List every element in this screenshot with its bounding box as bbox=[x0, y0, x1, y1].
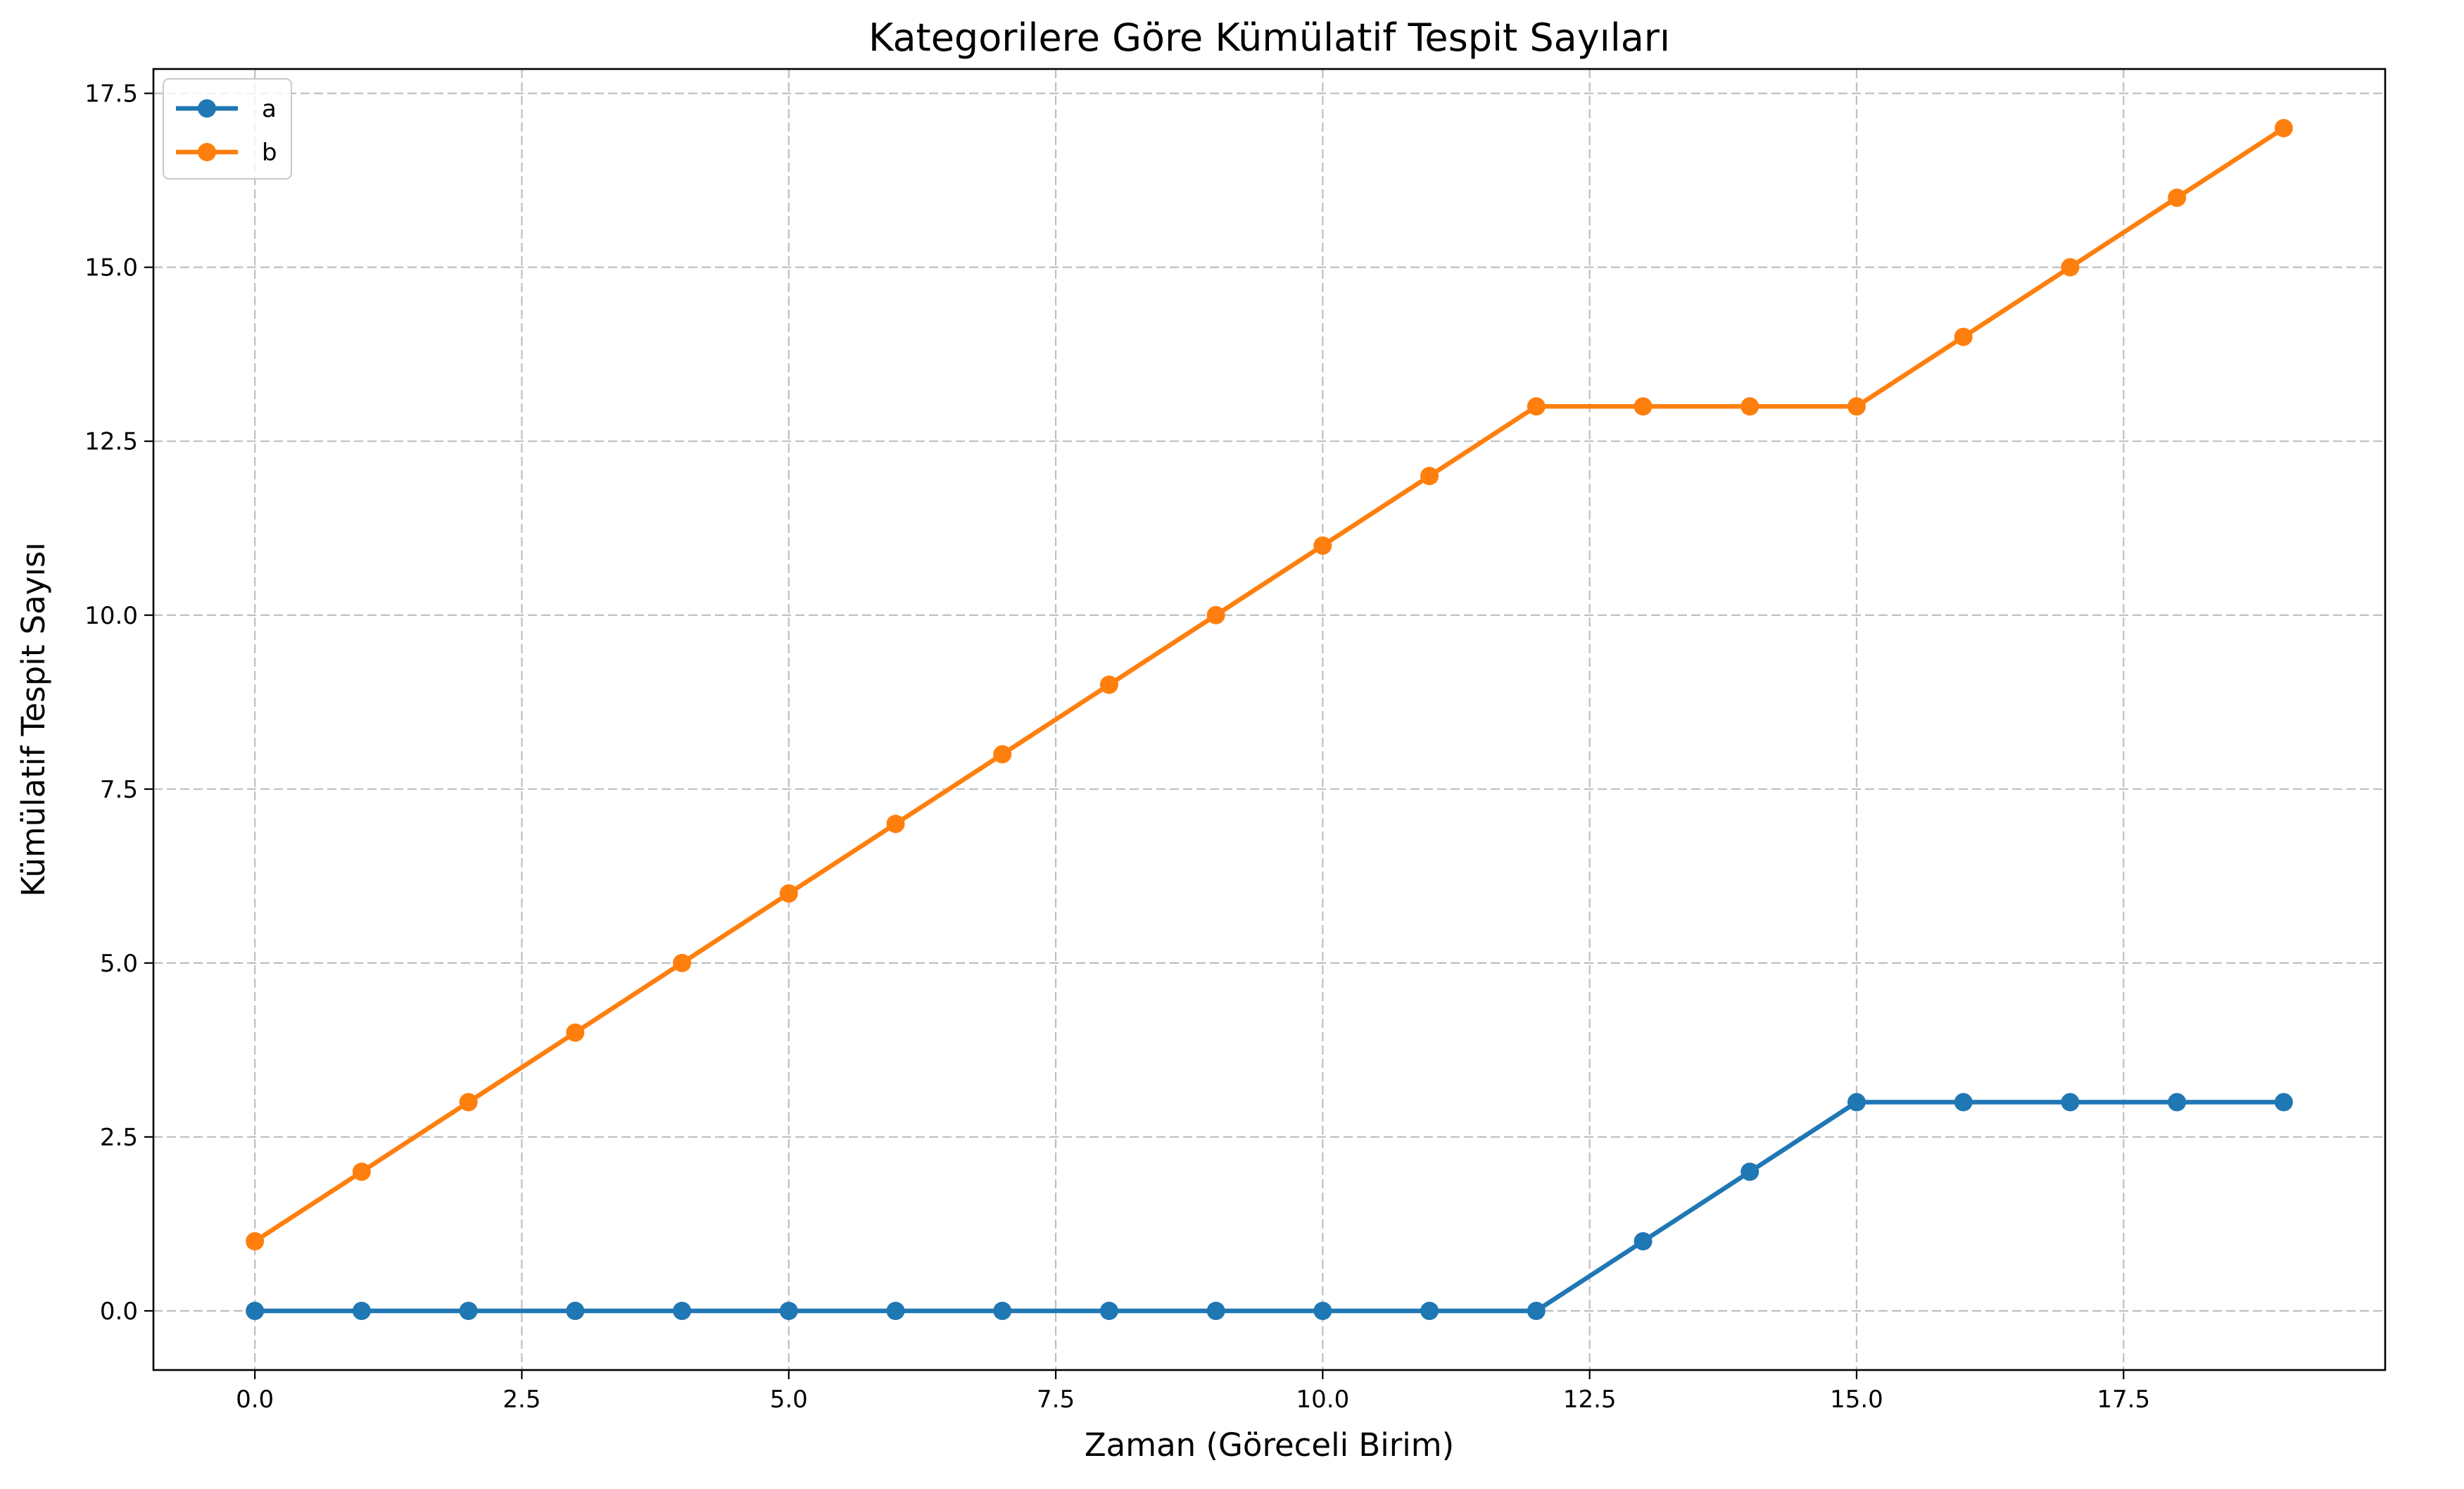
legend-item-a: a bbox=[176, 95, 277, 123]
x-tick-label-6: 15.0 bbox=[1830, 1386, 1883, 1414]
series-a-point-19 bbox=[2274, 1093, 2293, 1112]
series-a-point-13 bbox=[1634, 1232, 1653, 1251]
series-b-point-6 bbox=[886, 815, 905, 834]
legend-swatch-marker bbox=[198, 99, 216, 118]
series-b-point-14 bbox=[1740, 397, 1759, 416]
series-a-point-4 bbox=[673, 1302, 692, 1320]
y-tick-label-0: 0.0 bbox=[100, 1298, 138, 1326]
series-a-point-5 bbox=[779, 1302, 798, 1320]
series-a-point-11 bbox=[1420, 1302, 1439, 1320]
series-a-point-17 bbox=[2061, 1093, 2080, 1112]
y-tick-label-6: 15.0 bbox=[84, 254, 138, 282]
chart-title: Kategorilere Göre Kümülatif Tespit Sayıl… bbox=[868, 15, 1670, 60]
series-a-point-15 bbox=[1847, 1093, 1866, 1112]
x-axis-label: Zaman (Göreceli Birim) bbox=[1085, 1426, 1454, 1464]
series-b-point-13 bbox=[1634, 397, 1653, 416]
x-tick-label-5: 12.5 bbox=[1563, 1386, 1617, 1414]
legend-item-b: b bbox=[176, 139, 277, 167]
y-tick-label-7: 17.5 bbox=[84, 80, 138, 108]
x-tick-label-2: 5.0 bbox=[770, 1386, 808, 1414]
series-b-point-11 bbox=[1420, 467, 1439, 486]
y-tick-label-2: 5.0 bbox=[100, 950, 138, 978]
series-b-point-4 bbox=[673, 953, 692, 972]
series-a-point-8 bbox=[1099, 1302, 1118, 1320]
legend: ab bbox=[162, 77, 293, 180]
series-a-line bbox=[252, 1100, 2287, 1314]
y-tick-label-4: 10.0 bbox=[84, 602, 138, 630]
plot-area-frame bbox=[152, 68, 2387, 1371]
series-b-point-19 bbox=[2274, 119, 2293, 137]
series-a-point-6 bbox=[886, 1302, 905, 1320]
legend-label: b bbox=[262, 139, 277, 167]
series-b-point-17 bbox=[2061, 258, 2080, 277]
y-tick-label-1: 2.5 bbox=[100, 1124, 138, 1152]
series-b-point-8 bbox=[1099, 675, 1118, 694]
series-a-point-10 bbox=[1313, 1302, 1332, 1320]
series-b-point-9 bbox=[1206, 605, 1225, 624]
series-b-point-5 bbox=[779, 884, 798, 903]
series-b-point-2 bbox=[459, 1093, 478, 1112]
series-a-point-0 bbox=[246, 1302, 265, 1320]
x-tick-label-1: 2.5 bbox=[503, 1386, 541, 1414]
series-b-point-7 bbox=[993, 745, 1012, 764]
y-axis-label: Kümülatif Tespit Sayısı bbox=[15, 542, 52, 897]
y-tick-label-5: 12.5 bbox=[84, 428, 138, 456]
series-a-point-9 bbox=[1206, 1302, 1225, 1320]
series-b-point-15 bbox=[1847, 397, 1866, 416]
series-a-point-14 bbox=[1740, 1162, 1759, 1181]
series-b-point-0 bbox=[246, 1232, 265, 1251]
series-a-point-3 bbox=[566, 1302, 585, 1320]
series-a-point-16 bbox=[1954, 1093, 1973, 1112]
series-a-point-18 bbox=[2168, 1093, 2187, 1112]
legend-label: a bbox=[262, 95, 277, 123]
series-b-point-16 bbox=[1954, 327, 1973, 346]
x-tick-label-0: 0.0 bbox=[236, 1386, 274, 1414]
series-b-point-3 bbox=[566, 1023, 585, 1042]
series-a bbox=[246, 1093, 2293, 1320]
x-tick-label-3: 7.5 bbox=[1037, 1386, 1075, 1414]
axis-ticks: 0.0 2.5 5.0 7.5 10.0 12.5 15.0 17.5 0.0 2.5 5.0 7.5… bbox=[84, 80, 2150, 1414]
series-b-point-18 bbox=[2168, 188, 2187, 207]
series-a-point-2 bbox=[459, 1302, 478, 1320]
y-tick-label-3: 7.5 bbox=[100, 776, 138, 804]
x-tick-label-4: 10.0 bbox=[1296, 1386, 1350, 1414]
series-b-point-12 bbox=[1527, 397, 1546, 416]
series-a-point-12 bbox=[1527, 1302, 1546, 1320]
series-b bbox=[246, 119, 2293, 1251]
series-b-point-1 bbox=[352, 1162, 371, 1181]
series-a-point-1 bbox=[352, 1302, 371, 1320]
series-b-line bbox=[251, 125, 2287, 1245]
series-layer bbox=[246, 119, 2293, 1320]
legend-swatch-marker bbox=[198, 143, 216, 161]
series-a-point-7 bbox=[993, 1302, 1012, 1320]
grid-lines bbox=[153, 69, 2385, 1370]
series-b-point-10 bbox=[1313, 536, 1332, 555]
x-tick-label-7: 17.5 bbox=[2097, 1386, 2150, 1414]
